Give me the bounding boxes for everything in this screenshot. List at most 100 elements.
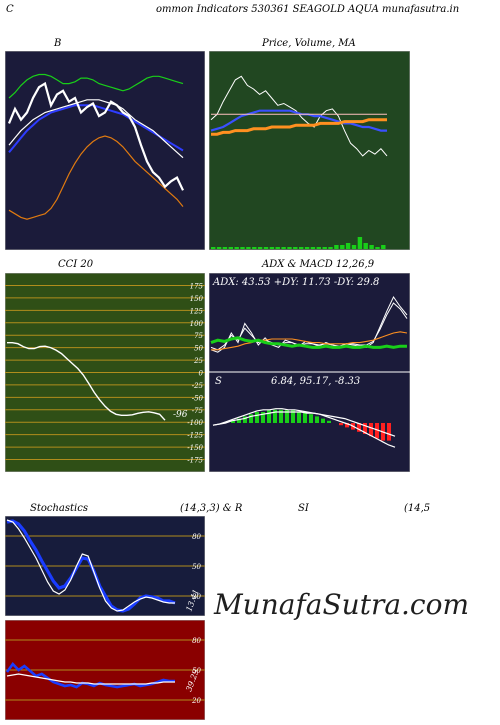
oscillator-series-line bbox=[5, 661, 175, 689]
volume-bar bbox=[269, 247, 275, 249]
macd-histogram-bar bbox=[255, 412, 259, 423]
volume-bar bbox=[287, 247, 292, 249]
header-left-letter: C bbox=[6, 4, 14, 15]
cci-grid: 175 150 125 100 75 50 25 0 -25 -50 -75 -100 -125 -150… bbox=[5, 283, 205, 465]
volume-bar bbox=[357, 237, 363, 249]
bollinger-lines bbox=[7, 73, 184, 220]
watermark: MunafaSutra.com bbox=[214, 588, 470, 621]
volume-bar bbox=[316, 247, 321, 249]
volume-bar bbox=[211, 247, 216, 249]
cci-tick-label: 150 bbox=[190, 295, 204, 303]
adx-title: ADX & MACD 12,26,9 bbox=[262, 259, 375, 270]
macd-histogram-bar bbox=[261, 412, 265, 423]
adx-lines bbox=[210, 296, 408, 353]
bollinger-series-line bbox=[8, 73, 184, 99]
oscillator-series-line bbox=[6, 673, 175, 685]
volume-bar bbox=[246, 247, 251, 249]
oscillator-tick-label: 80 bbox=[192, 533, 201, 541]
macd-histogram-bar bbox=[279, 409, 283, 423]
oscillator-tick-label: 20 bbox=[191, 697, 201, 705]
macd-histogram-bar bbox=[291, 409, 295, 423]
volume-bar bbox=[381, 245, 386, 249]
macd-histogram-bar bbox=[369, 423, 373, 437]
cci-tick-label: 100 bbox=[190, 320, 204, 328]
macd-histogram-bar bbox=[339, 423, 343, 426]
volume-bar bbox=[345, 243, 351, 249]
macd-readout: 6.84, 95.17, -8.33 bbox=[271, 376, 360, 387]
cci-tick-label: -100 bbox=[187, 419, 203, 427]
macd-histogram-bar bbox=[363, 423, 367, 434]
macd-histogram-bar bbox=[231, 420, 235, 423]
volume-bar bbox=[222, 247, 228, 249]
volume-bar bbox=[275, 247, 280, 249]
volume-bars bbox=[211, 237, 386, 249]
oscillator-tick-label: 80 bbox=[192, 637, 201, 645]
volume-bar bbox=[299, 247, 304, 249]
cci-tick-label: -150 bbox=[187, 444, 203, 452]
cci-panel: 175 150 125 100 75 50 25 0 -25 -50 -75 -100 -125 -150… bbox=[5, 273, 205, 472]
price-title: Price, Volume, MA bbox=[262, 38, 356, 49]
macd-histogram-bar bbox=[387, 423, 391, 441]
cci-tick-label: 0 bbox=[199, 370, 204, 378]
macd-histogram bbox=[231, 409, 391, 441]
price-series-line bbox=[210, 109, 387, 132]
bollinger-series-line bbox=[8, 104, 184, 153]
macd-histogram-bar bbox=[285, 409, 289, 423]
macd-series-line bbox=[212, 411, 396, 437]
macd-histogram-bar bbox=[345, 423, 349, 428]
price-series-line bbox=[211, 118, 387, 136]
adx-panel: ADX: 43.53 +DY: 11.73 -DY: 29.8 S 6.84, … bbox=[209, 273, 410, 472]
volume-bar bbox=[304, 247, 310, 249]
volume-bar bbox=[328, 247, 333, 249]
adx-series-line bbox=[210, 336, 407, 349]
volume-bar bbox=[340, 245, 345, 249]
cci-tick-label: 175 bbox=[190, 283, 204, 291]
bollinger-title: B bbox=[54, 38, 62, 49]
volume-bar bbox=[252, 247, 257, 249]
macd-histogram-bar bbox=[243, 416, 247, 423]
cci-tick-label: -75 bbox=[192, 407, 204, 415]
volume-bar bbox=[216, 247, 222, 249]
cci-lines bbox=[7, 341, 166, 421]
volume-bar bbox=[334, 245, 339, 249]
volume-bar bbox=[234, 247, 239, 249]
price-panel bbox=[209, 51, 410, 250]
volume-bar bbox=[293, 247, 298, 249]
adx-readout: ADX: 43.53 +DY: 11.73 -DY: 29.8 bbox=[212, 277, 379, 288]
cci-tick-label: -175 bbox=[187, 457, 203, 465]
macd-histogram-bar bbox=[315, 416, 319, 423]
bollinger-series-line bbox=[7, 81, 184, 191]
stoch-lines bbox=[6, 519, 176, 613]
cci-tick-label: 75 bbox=[194, 332, 203, 340]
volume-bar bbox=[310, 247, 316, 249]
macd-histogram-bar bbox=[249, 414, 253, 423]
macd-histogram-bar bbox=[237, 418, 241, 423]
volume-bar bbox=[351, 245, 357, 249]
bollinger-series-line bbox=[8, 135, 184, 220]
macd-histogram-bar bbox=[357, 423, 361, 432]
rsi-lines bbox=[5, 661, 175, 689]
macd-histogram-bar bbox=[267, 409, 271, 423]
macd-histogram-bar bbox=[321, 418, 325, 423]
oscillator-tick-label: 20 bbox=[191, 593, 201, 601]
cci-tick-label: -25 bbox=[192, 382, 204, 390]
rsi-params: (14,5 bbox=[404, 503, 431, 514]
macd-histogram-bar bbox=[309, 414, 313, 423]
volume-bar bbox=[363, 243, 368, 249]
oscillator-tick-label: 50 bbox=[192, 667, 201, 675]
cci-tick-label: 50 bbox=[194, 345, 203, 353]
volume-bar bbox=[240, 247, 245, 249]
cci-tick-label: -50 bbox=[192, 394, 204, 402]
cci-tick-label: 125 bbox=[190, 307, 204, 315]
volume-bar bbox=[228, 247, 233, 249]
header-title: ommon Indicators 530361 SEAGOLD AQUA mun… bbox=[156, 4, 460, 15]
volume-bar bbox=[375, 247, 380, 249]
stoch-title: Stochastics bbox=[30, 503, 88, 514]
macd-histogram-bar bbox=[327, 420, 331, 423]
volume-bar bbox=[369, 245, 374, 249]
cci-title: CCI 20 bbox=[58, 259, 94, 270]
macd-series-line bbox=[212, 408, 396, 448]
cci-tick-label: -125 bbox=[187, 432, 203, 440]
